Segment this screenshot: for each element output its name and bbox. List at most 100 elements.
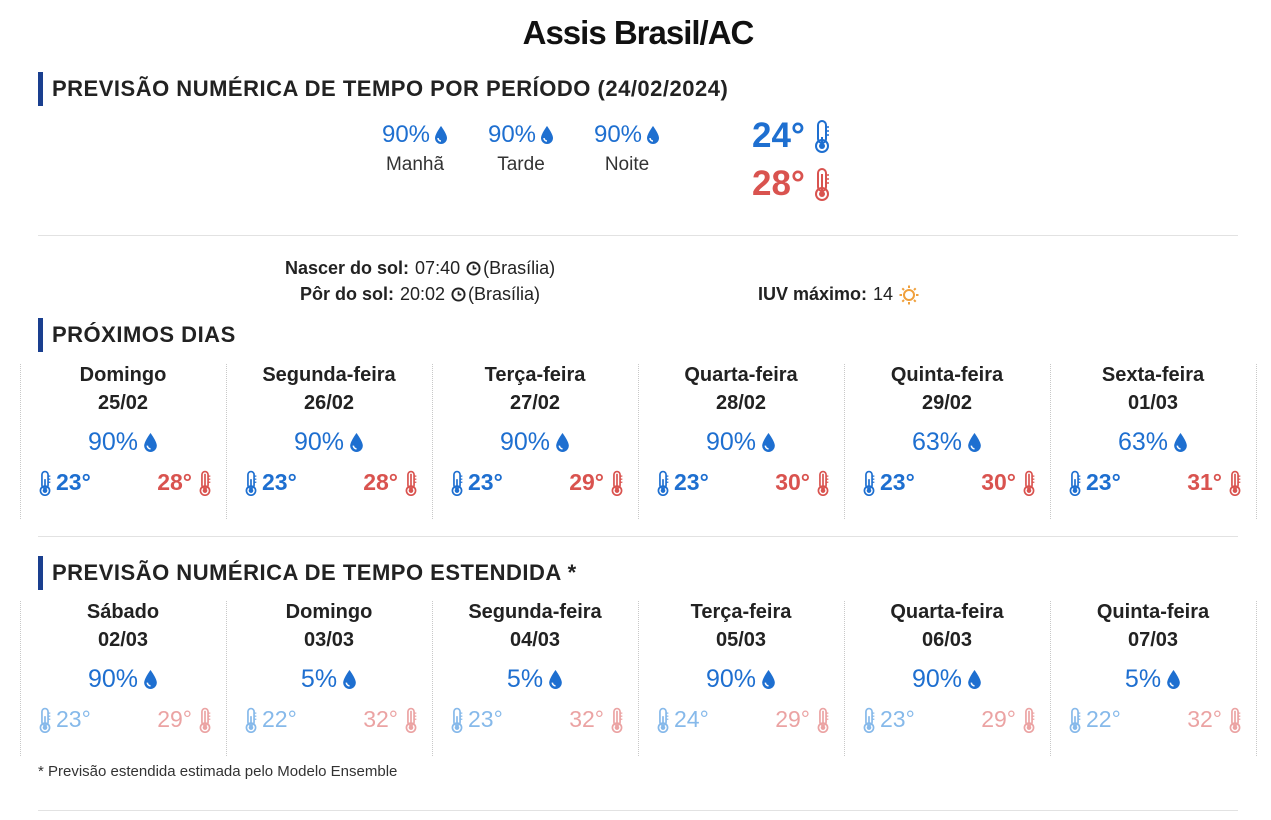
sunset-time: 20:02: [400, 284, 446, 304]
day-min-temp: 23°: [1068, 469, 1121, 496]
day-min-value: 23°: [674, 469, 709, 495]
day-max-value: 30°: [775, 469, 810, 495]
day-name: Quarta-feira: [684, 364, 798, 386]
day-max-value: 29°: [157, 706, 192, 732]
thermometer-hot-icon: [198, 707, 212, 733]
day-date: 03/03: [303, 629, 355, 651]
column-divider: [20, 364, 21, 519]
day-min-temp: 23°: [450, 469, 503, 496]
drop-icon: [548, 669, 563, 690]
day-rain-chance: 5%: [226, 662, 432, 696]
day-date: 27/02: [509, 392, 561, 414]
day-max-temp: 28°: [363, 469, 418, 496]
sunset-timezone: (Brasília): [468, 284, 541, 304]
today-min-value: 24°: [752, 116, 805, 155]
today-min-temp: 24°: [752, 116, 831, 156]
column-divider: [226, 364, 227, 519]
day-max-value: 32°: [569, 706, 604, 732]
period-name: Tarde: [497, 154, 545, 175]
drop-icon: [967, 669, 982, 690]
column-divider: [1050, 364, 1051, 519]
clock-icon: [466, 261, 481, 276]
day-min-value: 23°: [56, 706, 91, 732]
drop-icon: [143, 432, 158, 453]
sunrise-info: Nascer do sol: 07:40 (Brasília): [285, 258, 555, 279]
day-max-value: 31°: [1187, 469, 1222, 495]
thermometer-hot-icon: [1022, 470, 1036, 496]
day-max-value: 29°: [569, 469, 604, 495]
day-pct: 5%: [1124, 664, 1162, 693]
drop-icon: [555, 432, 570, 453]
day-temps: 22° 32°: [1050, 706, 1256, 733]
today-max-value: 28°: [752, 164, 805, 203]
day-min-temp: 24°: [656, 706, 709, 733]
sunrise-timezone: (Brasília): [483, 258, 556, 278]
period-pct: 90%: [487, 121, 537, 148]
thermometer-hot-icon: [198, 470, 212, 496]
section-heading-periodo: PREVISÃO NUMÉRICA DE TEMPO POR PERÍODO (…: [38, 72, 728, 106]
day-forecast-card: Quinta-feira 29/02 63% 23° 30°: [844, 364, 1051, 519]
day-date: 25/02: [97, 392, 149, 414]
thermometer-hot-icon: [813, 167, 831, 201]
day-rain-chance: 90%: [638, 662, 844, 696]
period-name: Noite: [604, 154, 650, 175]
thermometer-cold-icon: [244, 707, 258, 733]
day-name: Segunda-feira: [262, 364, 396, 386]
uv-value: 14: [873, 284, 894, 304]
day-min-value: 23°: [262, 469, 297, 495]
day-pct: 90%: [911, 664, 963, 693]
thermometer-cold-icon: [862, 707, 876, 733]
day-name: Terça-feira: [690, 601, 792, 623]
day-forecast-card: Sexta-feira 01/03 63% 23° 31°: [1050, 364, 1257, 519]
thermometer-cold-icon: [1068, 707, 1082, 733]
period-manha: 90% Manhã: [360, 118, 470, 176]
day-temps: 23° 30°: [638, 469, 844, 496]
day-temps: 23° 28°: [20, 469, 226, 496]
day-max-value: 29°: [775, 706, 810, 732]
day-forecast-card: Segunda-feira 04/03 5% 23° 32°: [432, 601, 639, 756]
column-divider: [844, 364, 845, 519]
day-min-temp: 23°: [244, 469, 297, 496]
day-rain-chance: 90%: [844, 662, 1050, 696]
today-max-temp: 28°: [752, 164, 831, 204]
day-name: Segunda-feira: [468, 601, 602, 623]
day-temps: 23° 29°: [844, 706, 1050, 733]
thermometer-cold-icon: [38, 707, 52, 733]
day-min-temp: 23°: [862, 706, 915, 733]
day-max-temp: 28°: [157, 469, 212, 496]
day-forecast-card: Terça-feira 27/02 90% 23° 29°: [432, 364, 639, 519]
thermometer-cold-icon: [862, 470, 876, 496]
section-heading-estendida: PREVISÃO NUMÉRICA DE TEMPO ESTENDIDA *: [38, 556, 577, 590]
day-max-temp: 32°: [363, 706, 418, 733]
sunset-info: Pôr do sol: 20:02 (Brasília): [300, 284, 540, 305]
day-temps: 23° 29°: [432, 469, 638, 496]
day-rain-chance: 5%: [432, 662, 638, 696]
divider: [38, 810, 1238, 811]
day-temps: 23° 31°: [1050, 469, 1256, 496]
day-date: 28/02: [715, 392, 767, 414]
thermometer-hot-icon: [816, 707, 830, 733]
column-divider: [226, 601, 227, 756]
sunrise-time: 07:40: [415, 258, 461, 278]
day-name: Quinta-feira: [1096, 601, 1210, 623]
day-max-temp: 29°: [157, 706, 212, 733]
day-temps: 23° 28°: [226, 469, 432, 496]
day-rain-chance: 90%: [226, 425, 432, 459]
day-pct: 90%: [705, 427, 757, 456]
footnote: * Previsão estendida estimada pelo Model…: [38, 763, 398, 780]
day-min-value: 23°: [1086, 469, 1121, 495]
day-min-value: 22°: [262, 706, 297, 732]
day-rain-chance: 90%: [20, 425, 226, 459]
thermometer-hot-icon: [404, 470, 418, 496]
day-date: 26/02: [303, 392, 355, 414]
day-forecast-card: Quarta-feira 06/03 90% 23° 29°: [844, 601, 1051, 756]
day-temps: 24° 29°: [638, 706, 844, 733]
thermometer-hot-icon: [1228, 707, 1242, 733]
day-date: 02/03: [97, 629, 149, 651]
uv-label: IUV máximo:: [758, 284, 868, 304]
thermometer-cold-icon: [38, 470, 52, 496]
drop-icon: [646, 125, 660, 145]
sun-icon: [899, 285, 919, 305]
day-rain-chance: 63%: [1050, 425, 1256, 459]
period-name: Manhã: [385, 154, 445, 175]
